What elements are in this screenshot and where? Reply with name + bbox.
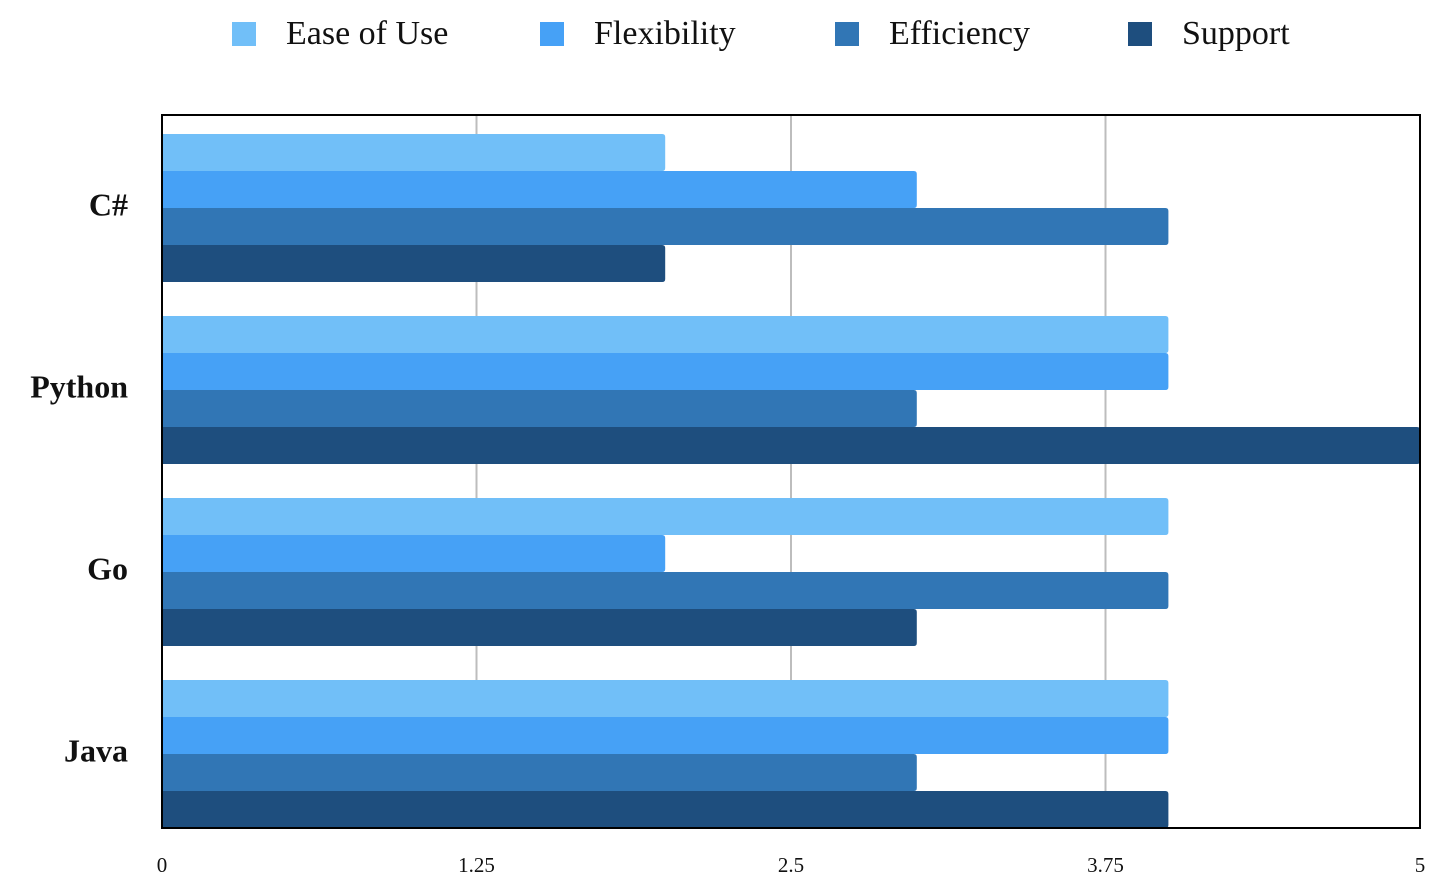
- legend-item-support: Support: [1128, 14, 1290, 54]
- bar-go-ease-of-use: [162, 498, 1169, 535]
- bar-go-flexibility: [162, 535, 666, 572]
- bar-c-support: [162, 245, 666, 282]
- x-tick-label-2-5: 2.5: [778, 853, 804, 877]
- legend-item-flexibility: Flexibility: [540, 14, 736, 54]
- category-label-python: Python: [30, 368, 128, 404]
- legend-item-efficiency: Efficiency: [835, 14, 1030, 54]
- bar-python-support: [162, 427, 1420, 464]
- bar-java-efficiency: [162, 754, 917, 791]
- legend-swatch-ease-of-use: [232, 22, 256, 46]
- bar-java-ease-of-use: [162, 680, 1169, 717]
- legend-label-efficiency: Efficiency: [889, 15, 1030, 52]
- legend-swatch-support: [1128, 22, 1152, 46]
- bar-java-flexibility: [162, 717, 1169, 754]
- x-tick-label-5: 5: [1415, 853, 1426, 877]
- legend-item-ease-of-use: Ease of Use: [232, 14, 448, 54]
- x-tick-label-0: 0: [157, 853, 168, 877]
- bar-python-ease-of-use: [162, 316, 1169, 353]
- bar-java-support: [162, 791, 1169, 828]
- bar-go-efficiency: [162, 572, 1169, 609]
- bar-python-efficiency: [162, 390, 917, 427]
- legend-swatch-flexibility: [540, 22, 564, 46]
- bar-c-flexibility: [162, 171, 917, 208]
- legend-label-flexibility: Flexibility: [594, 15, 736, 52]
- bar-go-support: [162, 609, 917, 646]
- legend-label-ease-of-use: Ease of Use: [286, 15, 449, 52]
- legend-swatch-efficiency: [835, 22, 859, 46]
- category-label-go: Go: [87, 550, 128, 586]
- plot-frame: [161, 114, 1421, 829]
- bar-c-ease-of-use: [162, 134, 666, 171]
- bar-python-flexibility: [162, 353, 1169, 390]
- legend: Ease of Use Flexibility Efficiency Suppo…: [0, 0, 1446, 70]
- x-tick-label-3-75: 3.75: [1087, 853, 1124, 877]
- bar-c-efficiency: [162, 208, 1169, 245]
- x-tick-label-1-25: 1.25: [458, 853, 495, 877]
- category-label-c: C#: [89, 186, 128, 222]
- category-label-java: Java: [64, 732, 128, 768]
- legend-label-support: Support: [1182, 15, 1290, 52]
